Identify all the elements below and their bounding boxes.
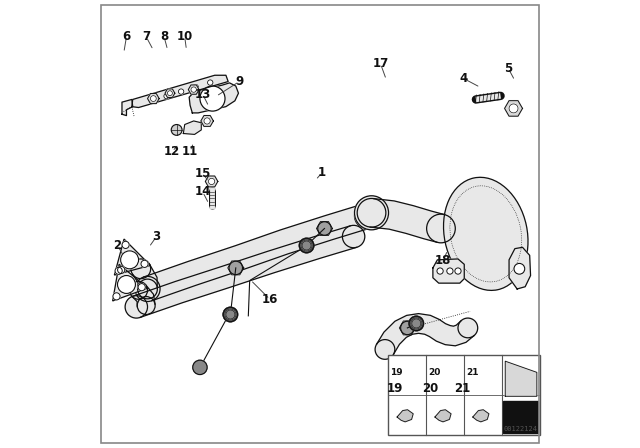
- Circle shape: [179, 89, 184, 94]
- Polygon shape: [201, 116, 213, 126]
- Polygon shape: [115, 239, 150, 275]
- Circle shape: [125, 296, 148, 318]
- Polygon shape: [148, 94, 159, 103]
- Text: 16: 16: [262, 293, 278, 306]
- Circle shape: [355, 203, 380, 228]
- Text: 20: 20: [428, 368, 440, 377]
- Polygon shape: [143, 204, 371, 301]
- Text: 5: 5: [504, 61, 512, 75]
- Text: 12: 12: [164, 145, 180, 158]
- Circle shape: [172, 125, 182, 135]
- Circle shape: [209, 178, 215, 185]
- Circle shape: [204, 118, 210, 124]
- Text: 3: 3: [152, 230, 161, 243]
- Polygon shape: [188, 85, 199, 94]
- Bar: [388, 355, 540, 435]
- Circle shape: [135, 276, 160, 302]
- Circle shape: [342, 225, 365, 248]
- Circle shape: [355, 196, 388, 230]
- Circle shape: [137, 297, 155, 314]
- Text: 6: 6: [122, 30, 131, 43]
- Ellipse shape: [444, 177, 528, 290]
- Text: 15: 15: [195, 167, 211, 181]
- Circle shape: [509, 104, 518, 113]
- Text: 13: 13: [195, 87, 211, 101]
- Text: 19: 19: [387, 382, 403, 396]
- Circle shape: [427, 214, 455, 243]
- Text: 11: 11: [182, 145, 198, 158]
- Polygon shape: [165, 89, 175, 98]
- Polygon shape: [397, 410, 413, 422]
- Polygon shape: [376, 314, 474, 354]
- Text: 2: 2: [113, 239, 122, 252]
- Circle shape: [357, 198, 386, 227]
- Circle shape: [150, 96, 156, 102]
- Circle shape: [121, 251, 139, 269]
- Polygon shape: [132, 284, 155, 306]
- Text: 17: 17: [372, 57, 388, 70]
- Circle shape: [437, 268, 444, 274]
- Polygon shape: [132, 75, 228, 108]
- Circle shape: [401, 321, 414, 335]
- Polygon shape: [505, 361, 537, 396]
- Text: 1: 1: [318, 166, 326, 179]
- Circle shape: [207, 80, 213, 85]
- Polygon shape: [509, 247, 531, 289]
- Polygon shape: [205, 176, 218, 187]
- Text: 20: 20: [422, 382, 438, 396]
- Circle shape: [113, 293, 120, 300]
- Polygon shape: [113, 264, 148, 301]
- Polygon shape: [132, 264, 157, 289]
- Circle shape: [375, 340, 395, 359]
- Circle shape: [455, 268, 461, 274]
- Polygon shape: [132, 226, 357, 318]
- Polygon shape: [433, 259, 464, 283]
- Text: 19: 19: [390, 368, 403, 377]
- Circle shape: [193, 360, 207, 375]
- Circle shape: [129, 281, 148, 299]
- Polygon shape: [122, 99, 132, 116]
- Circle shape: [317, 222, 332, 235]
- Circle shape: [300, 238, 314, 253]
- Circle shape: [131, 259, 150, 279]
- Circle shape: [122, 241, 129, 249]
- Text: 8: 8: [160, 30, 168, 43]
- Polygon shape: [370, 198, 445, 242]
- Circle shape: [458, 318, 477, 338]
- Text: 7: 7: [142, 30, 150, 43]
- Polygon shape: [435, 410, 451, 422]
- Circle shape: [200, 86, 225, 111]
- Bar: [504, 401, 538, 433]
- Circle shape: [191, 87, 196, 92]
- Circle shape: [409, 316, 424, 331]
- Text: 14: 14: [195, 185, 211, 198]
- Polygon shape: [184, 121, 202, 134]
- Polygon shape: [504, 101, 522, 116]
- Text: 00122124: 00122124: [504, 426, 538, 432]
- Circle shape: [118, 276, 136, 293]
- Circle shape: [514, 263, 525, 274]
- Circle shape: [168, 90, 172, 96]
- Circle shape: [115, 267, 122, 274]
- Circle shape: [223, 307, 237, 322]
- Circle shape: [141, 260, 148, 267]
- Text: 9: 9: [236, 75, 243, 88]
- Circle shape: [447, 268, 453, 274]
- Polygon shape: [189, 83, 239, 113]
- Text: 21: 21: [466, 368, 479, 377]
- Circle shape: [149, 98, 155, 103]
- Text: 4: 4: [460, 72, 467, 85]
- Circle shape: [229, 261, 243, 275]
- Circle shape: [118, 267, 125, 274]
- Text: 18: 18: [435, 254, 451, 267]
- Circle shape: [193, 84, 198, 90]
- Text: 10: 10: [177, 30, 193, 43]
- Circle shape: [138, 284, 145, 291]
- Polygon shape: [473, 410, 489, 422]
- Circle shape: [164, 94, 169, 99]
- Text: 21: 21: [454, 382, 470, 396]
- Circle shape: [138, 279, 157, 299]
